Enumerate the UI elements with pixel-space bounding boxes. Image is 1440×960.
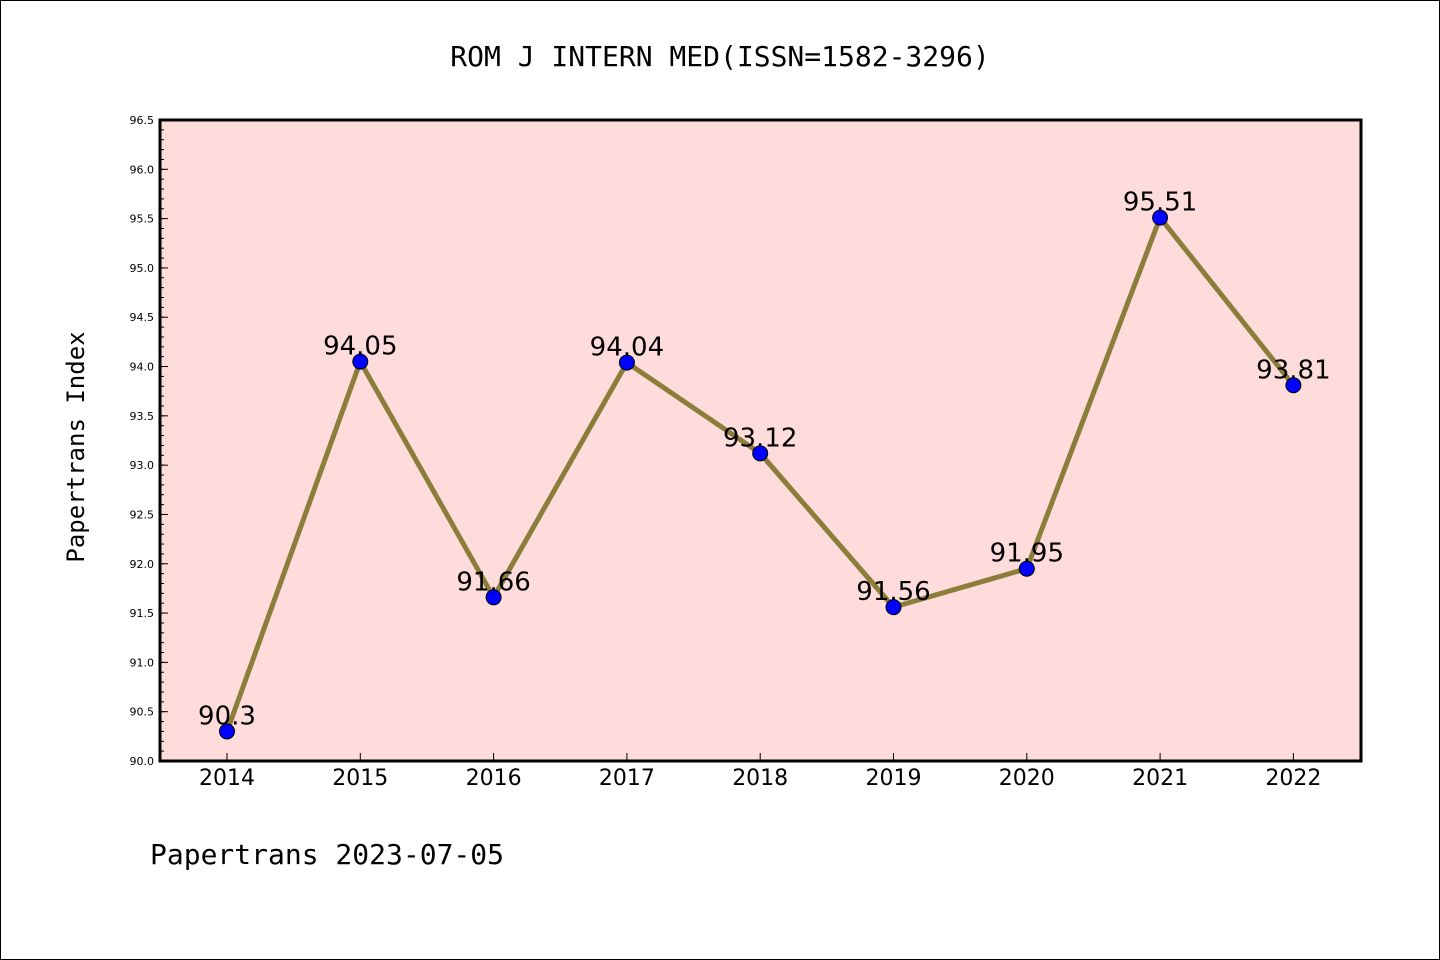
data-label: 94.04	[590, 333, 664, 363]
data-point	[1285, 377, 1302, 394]
data-point	[618, 354, 635, 371]
x-tick-label: 2020	[999, 766, 1055, 791]
data-point	[219, 723, 235, 740]
x-tick-label: 2019	[866, 766, 922, 791]
x-tick-label: 2022	[1265, 766, 1321, 791]
data-point	[885, 599, 902, 616]
plot-area	[160, 120, 1361, 761]
x-tick-label: 2017	[599, 766, 655, 791]
data-label: 91.95	[990, 539, 1064, 569]
y-tick-label: 92.5	[130, 508, 155, 521]
data-labels: 90.3 94.05 91.66 94.04 93.12 91.56 91.95 95.51 9…	[198, 188, 1331, 732]
y-tick-label: 95.5	[130, 213, 155, 226]
y-axis-label: Papertrans Index	[62, 331, 90, 562]
series-markers	[219, 209, 1302, 740]
y-tick-label: 92.0	[130, 558, 155, 571]
y-tick-label: 93.5	[130, 410, 155, 423]
data-point	[485, 589, 502, 606]
x-tick-label: 2016	[466, 766, 522, 791]
y-tick-label: 90.0	[130, 755, 155, 768]
x-tick-label: 2015	[332, 766, 388, 791]
y-axis: 90.0 90.5 91.0 91.5 92.0 92.5 93.0 93.5 94.0 94.5…	[130, 114, 168, 768]
y-tick-label: 96.5	[130, 114, 155, 127]
data-point	[1018, 560, 1035, 577]
data-label: 94.05	[323, 332, 397, 362]
x-axis: 2014 2015 2016 2017 2018 2019 2020 2021 2022	[199, 753, 1321, 791]
y-tick-label: 96.0	[130, 163, 155, 176]
data-label: 90.3	[198, 701, 256, 731]
data-point	[752, 445, 769, 462]
x-tick-label: 2021	[1132, 766, 1188, 791]
data-label: 93.81	[1256, 355, 1330, 385]
plot-border	[158, 118, 1363, 763]
x-tick-label: 2018	[732, 766, 788, 791]
y-tick-label: 90.5	[130, 706, 155, 719]
data-point	[352, 353, 369, 370]
x-tick-label: 2014	[199, 766, 255, 791]
chart-title: ROM J INTERN MED(ISSN=1582-3296)	[450, 40, 989, 73]
y-tick-label: 91.5	[130, 607, 155, 620]
data-point	[1152, 209, 1169, 226]
data-label: 95.51	[1123, 188, 1197, 218]
data-label: 93.12	[723, 423, 797, 453]
y-tick-label: 93.0	[130, 459, 155, 472]
footer-text: Papertrans 2023-07-05	[150, 838, 504, 871]
y-tick-label: 91.0	[130, 656, 155, 669]
y-tick-label: 95.0	[130, 262, 155, 275]
data-label: 91.66	[456, 567, 530, 597]
data-label: 91.56	[856, 577, 930, 607]
y-tick-label: 94.0	[130, 361, 155, 374]
y-tick-label: 94.5	[130, 311, 155, 324]
